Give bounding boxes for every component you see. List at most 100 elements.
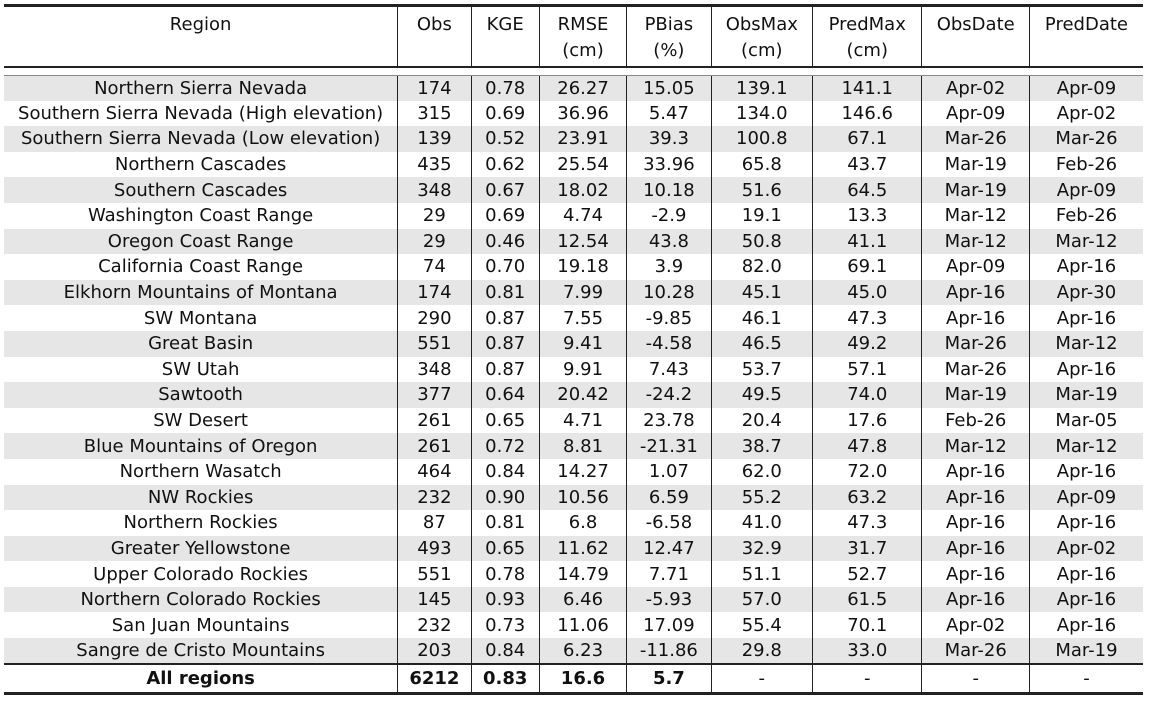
value-cell: -21.31 [626,433,712,459]
value-cell: 46.5 [710,330,813,357]
value-cell: 0.87 [470,330,540,357]
header-rmse: RMSE (cm) [538,4,627,68]
value-cell: 5.47 [626,100,712,127]
value-cell: 0.70 [470,254,540,280]
value-cell: 551 [397,330,472,357]
value-cell: Mar-12 [1028,433,1143,459]
value-cell: 82.0 [710,254,813,280]
value-cell: 348 [397,356,472,383]
value-cell: 55.2 [710,484,813,511]
value-cell: 57.1 [811,356,922,383]
table-row: California Coast Range 74 0.70 19.18 3.9 82.0… [4,254,1143,280]
value-cell: 464 [397,458,472,485]
region-name-cell: San Juan Mountains [111,614,290,636]
value-cell: 20.4 [710,407,813,434]
total-cell: - [811,663,922,696]
value-cell: 174 [397,74,472,101]
total-row: All regions 6212 0.83 16.6 5.7 - - - - [4,663,1143,696]
value-cell: 0.81 [470,510,540,536]
value-cell: 17.09 [626,612,712,639]
value-cell: 67.1 [811,126,922,152]
value-cell: 4.74 [538,202,627,229]
value-cell: Mar-12 [1028,330,1143,357]
region-name-cell: Northern Rockies [123,512,278,534]
value-cell: 348 [397,177,472,203]
region-name-cell: Northern Sierra Nevada [4,74,398,101]
value-cell: Feb-26 [1028,151,1143,178]
table-row: Northern Rockies 87 0.81 6.8 -6.58 41.0 47.3 Ap… [4,510,1143,536]
value-cell: Apr-16 [1028,458,1143,485]
region-name-cell: California Coast Range [98,256,304,278]
value-cell: 0.62 [470,151,540,178]
table-row: SW Montana 290 0.87 7.55 -9.85 46.1 47.3 Apr-16… [4,305,1143,331]
value-cell: 435 [397,151,472,178]
total-cell: - [1028,663,1143,696]
region-name-cell: Northern Colorado Rockies [4,586,398,613]
total-cell: 16.6 [538,663,627,696]
value-cell: 36.96 [538,100,627,127]
value-cell: 0.69 [470,100,540,127]
value-cell: 45.1 [710,279,813,306]
value-cell: 12.47 [626,535,712,562]
value-cell: Apr-16 [1028,254,1143,280]
value-cell: 203 [397,638,472,665]
value-cell: 145 [397,586,472,613]
value-cell: 32.9 [710,535,813,562]
value-cell: 29.8 [710,638,813,665]
value-cell: Apr-02 [1028,535,1143,562]
value-cell: 6.23 [538,638,627,665]
value-cell: 0.84 [470,638,540,665]
value-cell: 0.52 [470,126,540,152]
value-cell: 551 [397,561,472,587]
value-cell: Mar-26 [921,330,1030,357]
table-row: Sangre de Cristo Mountains 203 0.84 6.23 -11… [4,638,1143,665]
value-cell: Apr-09 [1028,177,1143,203]
value-cell: Mar-12 [921,433,1030,459]
table-row: San Juan Mountains 232 0.73 11.06 17.09 55.4 7… [4,612,1143,639]
region-name-cell: NW Rockies [4,484,398,511]
value-cell: 72.0 [811,458,922,485]
value-cell: 4.71 [538,407,627,434]
header-obsdate: ObsDate [921,4,1030,68]
value-cell: 47.8 [811,433,922,459]
value-cell: Mar-26 [1028,126,1143,152]
region-name-cell: Northern Wasatch [119,461,282,483]
region-name-cell: Southern Sierra Nevada (High elevation) [18,102,384,124]
value-cell: 11.62 [538,535,627,562]
value-cell: 290 [397,305,472,331]
header-obsmax: ObsMax (cm) [710,4,813,68]
value-cell: 14.79 [538,561,627,587]
table-row: NW Rockies 232 0.90 10.56 6.59 55.2 63.2 Apr-16… [4,484,1143,511]
header-preddate: PredDate [1028,4,1143,68]
value-cell: 57.0 [710,586,813,613]
value-cell: 29 [397,228,472,255]
value-cell: 0.65 [470,407,540,434]
value-cell: 51.6 [710,177,813,203]
value-cell: 377 [397,382,472,408]
value-cell: 41.1 [811,228,922,255]
value-cell: 62.0 [710,458,813,485]
value-cell: Apr-16 [1028,510,1143,536]
table-body: Northern Sierra Nevada 174 0.78 26.27 15.05 1… [4,74,1143,665]
value-cell: 8.81 [538,433,627,459]
table-row: Elkhorn Mountains of Montana 174 0.81 7.99 1… [4,279,1143,306]
value-cell: 45.0 [811,279,922,306]
table-row: Oregon Coast Range 29 0.46 12.54 43.8 50.8 41.… [4,228,1143,255]
region-name-cell: Great Basin [4,330,398,357]
value-cell: Apr-02 [921,612,1030,639]
value-cell: Apr-16 [921,561,1030,587]
value-cell: 261 [397,433,472,459]
value-cell: 0.84 [470,458,540,485]
value-cell: 87 [397,510,472,536]
value-cell: Apr-02 [921,74,1030,101]
table-row: Southern Sierra Nevada (Low elevation) 13… [4,126,1143,152]
value-cell: 6.46 [538,586,627,613]
value-cell: 74.0 [811,382,922,408]
value-cell: -4.58 [626,330,712,357]
header-region: Region [4,4,398,68]
value-cell: Apr-09 [1028,74,1143,101]
value-cell: 63.2 [811,484,922,511]
value-cell: 31.7 [811,535,922,562]
value-cell: 0.69 [470,202,540,229]
value-cell: Mar-05 [1028,407,1143,434]
